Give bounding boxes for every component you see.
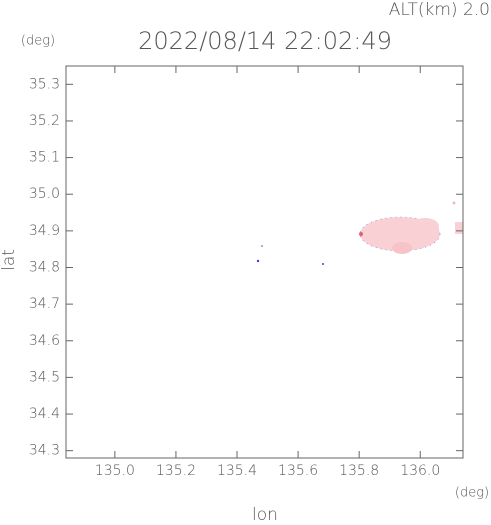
plot-frame	[65, 65, 464, 459]
y-tick-label: 34.3	[29, 443, 60, 459]
x-tick-label: 135.4	[217, 463, 257, 479]
x-unit: (deg)	[455, 486, 489, 501]
x-tick-label: 136.0	[400, 463, 440, 479]
x-tick-label: 135.0	[95, 463, 135, 479]
x-tick-label: 135.6	[278, 463, 318, 479]
y-tick-label: 34.9	[29, 223, 60, 239]
x-tick-label: 135.8	[339, 463, 379, 479]
y-tick-label: 34.8	[29, 259, 60, 275]
x-tick-label: 135.2	[156, 463, 196, 479]
x-axis-label: lon	[252, 505, 278, 521]
y-tick-label: 34.6	[29, 333, 60, 349]
altitude-label: ALT(km) 2.0	[389, 0, 490, 20]
y-tick-label: 35.1	[29, 150, 60, 166]
y-tick-label: 35.0	[29, 186, 60, 202]
chart-title: 2022/08/14 22:02:49	[138, 27, 392, 55]
y-tick-label: 35.3	[29, 76, 60, 92]
y-tick-label: 34.4	[29, 406, 60, 422]
y-tick-label: 34.5	[29, 369, 60, 385]
y-unit: (deg)	[21, 34, 55, 49]
y-tick-label: 34.7	[29, 296, 60, 312]
y-axis-label: lat	[0, 249, 19, 271]
echo	[256, 201, 463, 265]
y-tick-label: 35.2	[29, 113, 60, 129]
